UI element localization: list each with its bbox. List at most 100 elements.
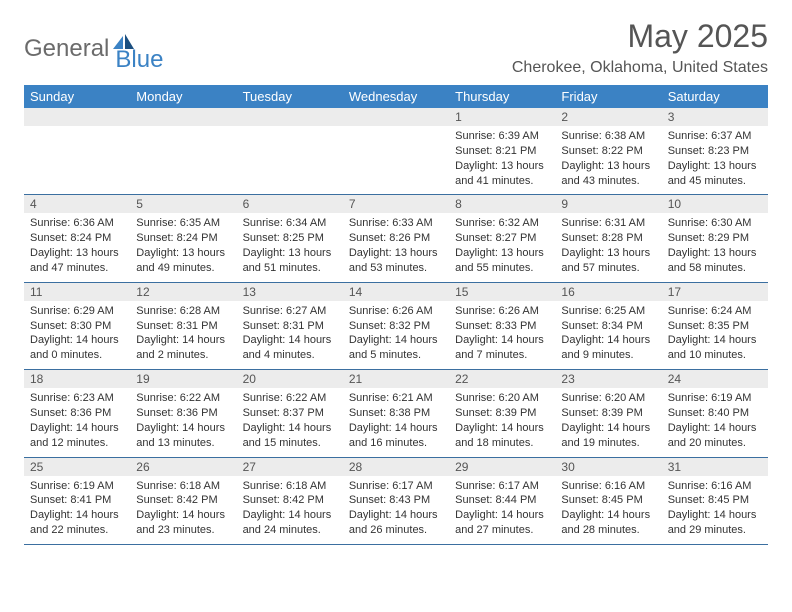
sunset-line: Sunset: 8:39 PM (455, 406, 549, 421)
calendar-day: 21Sunrise: 6:21 AMSunset: 8:38 PMDayligh… (343, 370, 449, 456)
day-number: 13 (237, 283, 343, 301)
calendar-week: 18Sunrise: 6:23 AMSunset: 8:36 PMDayligh… (24, 370, 768, 457)
logo: General Blue (24, 24, 163, 74)
calendar-day: 8Sunrise: 6:32 AMSunset: 8:27 PMDaylight… (449, 195, 555, 281)
day-number: 16 (555, 283, 661, 301)
calendar-day: 7Sunrise: 6:33 AMSunset: 8:26 PMDaylight… (343, 195, 449, 281)
daylight-line: Daylight: 14 hours and 4 minutes. (243, 333, 337, 363)
daylight-line: Daylight: 14 hours and 18 minutes. (455, 421, 549, 451)
calendar-week: 11Sunrise: 6:29 AMSunset: 8:30 PMDayligh… (24, 283, 768, 370)
sunset-line: Sunset: 8:39 PM (561, 406, 655, 421)
day-number: 1 (449, 108, 555, 126)
calendar-day: 13Sunrise: 6:27 AMSunset: 8:31 PMDayligh… (237, 283, 343, 369)
weekday-friday: Friday (555, 85, 661, 108)
calendar-day: 15Sunrise: 6:26 AMSunset: 8:33 PMDayligh… (449, 283, 555, 369)
day-number: 15 (449, 283, 555, 301)
calendar-day: 4Sunrise: 6:36 AMSunset: 8:24 PMDaylight… (24, 195, 130, 281)
title-block: May 2025 Cherokee, Oklahoma, United Stat… (512, 18, 768, 77)
sunrise-line: Sunrise: 6:25 AM (561, 304, 655, 319)
daylight-line: Daylight: 14 hours and 23 minutes. (136, 508, 230, 538)
sunset-line: Sunset: 8:23 PM (668, 144, 762, 159)
calendar-day (24, 108, 130, 194)
sunset-line: Sunset: 8:22 PM (561, 144, 655, 159)
daylight-line: Daylight: 13 hours and 58 minutes. (668, 246, 762, 276)
daylight-line: Daylight: 14 hours and 28 minutes. (561, 508, 655, 538)
daylight-line: Daylight: 14 hours and 0 minutes. (30, 333, 124, 363)
day-number (343, 108, 449, 126)
daylight-line: Daylight: 13 hours and 57 minutes. (561, 246, 655, 276)
day-number: 26 (130, 458, 236, 476)
sunset-line: Sunset: 8:45 PM (668, 493, 762, 508)
sunrise-line: Sunrise: 6:26 AM (349, 304, 443, 319)
calendar-day: 2Sunrise: 6:38 AMSunset: 8:22 PMDaylight… (555, 108, 661, 194)
day-number: 18 (24, 370, 130, 388)
sunset-line: Sunset: 8:43 PM (349, 493, 443, 508)
sunrise-line: Sunrise: 6:16 AM (668, 479, 762, 494)
day-number: 9 (555, 195, 661, 213)
day-number (130, 108, 236, 126)
sunset-line: Sunset: 8:41 PM (30, 493, 124, 508)
daylight-line: Daylight: 14 hours and 12 minutes. (30, 421, 124, 451)
sunset-line: Sunset: 8:42 PM (243, 493, 337, 508)
daylight-line: Daylight: 13 hours and 43 minutes. (561, 159, 655, 189)
day-number: 28 (343, 458, 449, 476)
weekday-monday: Monday (130, 85, 236, 108)
calendar-day: 10Sunrise: 6:30 AMSunset: 8:29 PMDayligh… (662, 195, 768, 281)
calendar-day: 31Sunrise: 6:16 AMSunset: 8:45 PMDayligh… (662, 458, 768, 544)
sunrise-line: Sunrise: 6:34 AM (243, 216, 337, 231)
sunrise-line: Sunrise: 6:24 AM (668, 304, 762, 319)
day-number: 31 (662, 458, 768, 476)
daylight-line: Daylight: 14 hours and 9 minutes. (561, 333, 655, 363)
sunrise-line: Sunrise: 6:16 AM (561, 479, 655, 494)
sunrise-line: Sunrise: 6:26 AM (455, 304, 549, 319)
calendar-day: 5Sunrise: 6:35 AMSunset: 8:24 PMDaylight… (130, 195, 236, 281)
sunrise-line: Sunrise: 6:21 AM (349, 391, 443, 406)
day-number: 25 (24, 458, 130, 476)
day-number (237, 108, 343, 126)
sunrise-line: Sunrise: 6:19 AM (668, 391, 762, 406)
sunset-line: Sunset: 8:40 PM (668, 406, 762, 421)
day-number: 8 (449, 195, 555, 213)
sunrise-line: Sunrise: 6:18 AM (136, 479, 230, 494)
calendar-day: 20Sunrise: 6:22 AMSunset: 8:37 PMDayligh… (237, 370, 343, 456)
calendar-week: 4Sunrise: 6:36 AMSunset: 8:24 PMDaylight… (24, 195, 768, 282)
calendar-day: 16 Sunrise: 6:25 AMSunset: 8:34 PMDayligh… (555, 283, 661, 369)
day-number: 24 (662, 370, 768, 388)
day-number: 12 (130, 283, 236, 301)
calendar-day: 14Sunrise: 6:26 AMSunset: 8:32 PMDayligh… (343, 283, 449, 369)
daylight-line: Daylight: 14 hours and 16 minutes. (349, 421, 443, 451)
sunset-line: Sunset: 8:32 PM (349, 319, 443, 334)
day-number: 6 (237, 195, 343, 213)
day-number: 20 (237, 370, 343, 388)
daylight-line: Daylight: 13 hours and 51 minutes. (243, 246, 337, 276)
weekday-thursday: Thursday (449, 85, 555, 108)
calendar-day (343, 108, 449, 194)
calendar-day: 18Sunrise: 6:23 AMSunset: 8:36 PMDayligh… (24, 370, 130, 456)
day-number: 27 (237, 458, 343, 476)
calendar-week: 25Sunrise: 6:19 AMSunset: 8:41 PMDayligh… (24, 458, 768, 545)
sunset-line: Sunset: 8:42 PM (136, 493, 230, 508)
calendar-day: 9Sunrise: 6:31 AMSunset: 8:28 PMDaylight… (555, 195, 661, 281)
sunset-line: Sunset: 8:24 PM (136, 231, 230, 246)
logo-text-blue: Blue (115, 46, 163, 74)
sunset-line: Sunset: 8:24 PM (30, 231, 124, 246)
day-number: 22 (449, 370, 555, 388)
daylight-line: Daylight: 14 hours and 27 minutes. (455, 508, 549, 538)
header: General Blue May 2025 Cherokee, Oklahoma… (24, 18, 768, 77)
sunset-line: Sunset: 8:34 PM (561, 319, 655, 334)
daylight-line: Daylight: 13 hours and 47 minutes. (30, 246, 124, 276)
daylight-line: Daylight: 14 hours and 10 minutes. (668, 333, 762, 363)
sunrise-line: Sunrise: 6:30 AM (668, 216, 762, 231)
day-number: 19 (130, 370, 236, 388)
weekday-wednesday: Wednesday (343, 85, 449, 108)
sunrise-line: Sunrise: 6:33 AM (349, 216, 443, 231)
day-number: 23 (555, 370, 661, 388)
calendar-day: 24Sunrise: 6:19 AMSunset: 8:40 PMDayligh… (662, 370, 768, 456)
sunset-line: Sunset: 8:31 PM (243, 319, 337, 334)
sunset-line: Sunset: 8:31 PM (136, 319, 230, 334)
sunset-line: Sunset: 8:38 PM (349, 406, 443, 421)
sunset-line: Sunset: 8:27 PM (455, 231, 549, 246)
calendar-body: 1Sunrise: 6:39 AMSunset: 8:21 PMDaylight… (24, 108, 768, 545)
sunset-line: Sunset: 8:21 PM (455, 144, 549, 159)
sunrise-line: Sunrise: 6:18 AM (243, 479, 337, 494)
